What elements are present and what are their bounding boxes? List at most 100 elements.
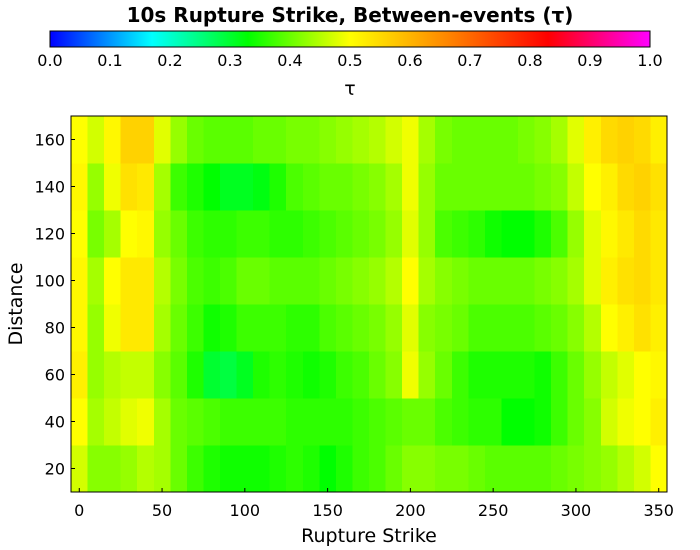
heatmap-cell: [104, 445, 122, 493]
heatmap-cell: [369, 398, 387, 446]
heatmap-cell: [551, 257, 569, 305]
heatmap-cell: [600, 398, 618, 446]
colorbar: [49, 30, 651, 48]
heatmap-cell: [617, 351, 635, 399]
heatmap-cell: [600, 304, 618, 352]
heatmap-cell: [186, 398, 205, 446]
heatmap-cell: [87, 351, 105, 399]
heatmap-cell: [402, 163, 420, 211]
colorbar-tick-label: 0.8: [517, 51, 542, 70]
heatmap-cell: [551, 351, 569, 399]
heatmap-cell: [534, 210, 552, 258]
heatmap-cell: [153, 257, 171, 305]
heatmap-cell: [484, 116, 503, 164]
heatmap-cell: [518, 116, 536, 164]
heatmap-cell: [584, 163, 602, 211]
heatmap-cell: [584, 351, 602, 399]
heatmap-cell: [567, 351, 585, 399]
heatmap-cell: [269, 398, 287, 446]
y-tick-label: 80: [45, 319, 65, 338]
heatmap-cell: [484, 257, 503, 305]
x-tick-label: 200: [395, 501, 426, 520]
heatmap-cell: [435, 210, 453, 258]
heatmap-cell: [319, 210, 337, 258]
heatmap-cell: [518, 351, 536, 399]
heatmap-cell: [352, 257, 370, 305]
heatmap-cell: [617, 304, 635, 352]
heatmap-cell: [220, 445, 238, 493]
heatmap-cell: [650, 398, 668, 446]
heatmap-cell: [567, 398, 585, 446]
heatmap-cell: [633, 351, 652, 399]
heatmap-cell: [518, 257, 536, 305]
heatmap-cell: [203, 210, 221, 258]
heatmap-cell: [518, 163, 536, 211]
heatmap-cell: [253, 210, 271, 258]
heatmap-cell: [269, 445, 287, 493]
heatmap-cell: [369, 257, 387, 305]
heatmap-cell: [551, 304, 569, 352]
y-tick-label: 160: [34, 131, 65, 150]
heatmap-cell: [369, 304, 387, 352]
heatmap-cell: [286, 116, 304, 164]
heatmap-cell: [71, 351, 89, 399]
heatmap-cell: [71, 116, 89, 164]
heatmap-cell: [120, 257, 138, 305]
heatmap-cell: [369, 351, 387, 399]
heatmap-cell: [253, 116, 271, 164]
heatmap-cell: [104, 257, 122, 305]
heatmap-cell: [617, 163, 635, 211]
y-tick-label: 140: [34, 178, 65, 197]
heatmap-cell: [484, 398, 503, 446]
heatmap-cell: [518, 304, 536, 352]
heatmap-cell: [567, 445, 585, 493]
heatmap-cell: [302, 257, 320, 305]
heatmap-cell: [567, 257, 585, 305]
heatmap-cell: [236, 210, 254, 258]
heatmap-cell: [501, 116, 519, 164]
heatmap-cell: [451, 445, 469, 493]
heatmap-cell: [253, 445, 271, 493]
heatmap-cell: [203, 304, 221, 352]
heatmap-cell: [650, 210, 668, 258]
heatmap-cell: [435, 116, 453, 164]
heatmap-cell: [71, 445, 89, 493]
heatmap-cell: [269, 163, 287, 211]
heatmap-cell: [120, 398, 138, 446]
y-tick-label: 60: [45, 366, 65, 385]
heatmap-cell: [186, 304, 205, 352]
y-axis-ticks: 20 40 60 80 100 120 140 160: [34, 131, 75, 479]
heatmap-cell: [435, 257, 453, 305]
heatmap-cell: [186, 257, 205, 305]
heatmap-cell: [567, 210, 585, 258]
heatmap-cell: [335, 398, 354, 446]
heatmap-cell: [501, 445, 519, 493]
heatmap-cell: [468, 116, 486, 164]
heatmap-cell: [385, 257, 403, 305]
heatmap-cell: [534, 163, 552, 211]
heatmap-cell: [71, 163, 89, 211]
heatmap-cell: [534, 116, 552, 164]
y-axis-label: Distance: [5, 262, 27, 345]
heatmap-cell: [402, 398, 420, 446]
heatmap-cell: [402, 304, 420, 352]
heatmap-cell: [352, 116, 370, 164]
heatmap-cell: [286, 445, 304, 493]
heatmap-cell: [584, 445, 602, 493]
heatmap-cell: [600, 257, 618, 305]
heatmap-cell: [451, 163, 469, 211]
x-tick-label: 350: [643, 501, 674, 520]
heatmap-cell: [203, 351, 221, 399]
heatmap-cell: [153, 304, 171, 352]
heatmap-cell: [286, 210, 304, 258]
heatmap-cell: [120, 116, 138, 164]
heatmap-cell: [253, 351, 271, 399]
heatmap-cell: [220, 257, 238, 305]
heatmap-cell: [402, 351, 420, 399]
x-tick-label: 250: [478, 501, 509, 520]
heatmap-cell: [584, 257, 602, 305]
heatmap-cell: [418, 116, 436, 164]
y-tick-label: 120: [34, 225, 65, 244]
y-tick-label: 100: [34, 272, 65, 291]
heatmap-cell: [186, 445, 205, 493]
